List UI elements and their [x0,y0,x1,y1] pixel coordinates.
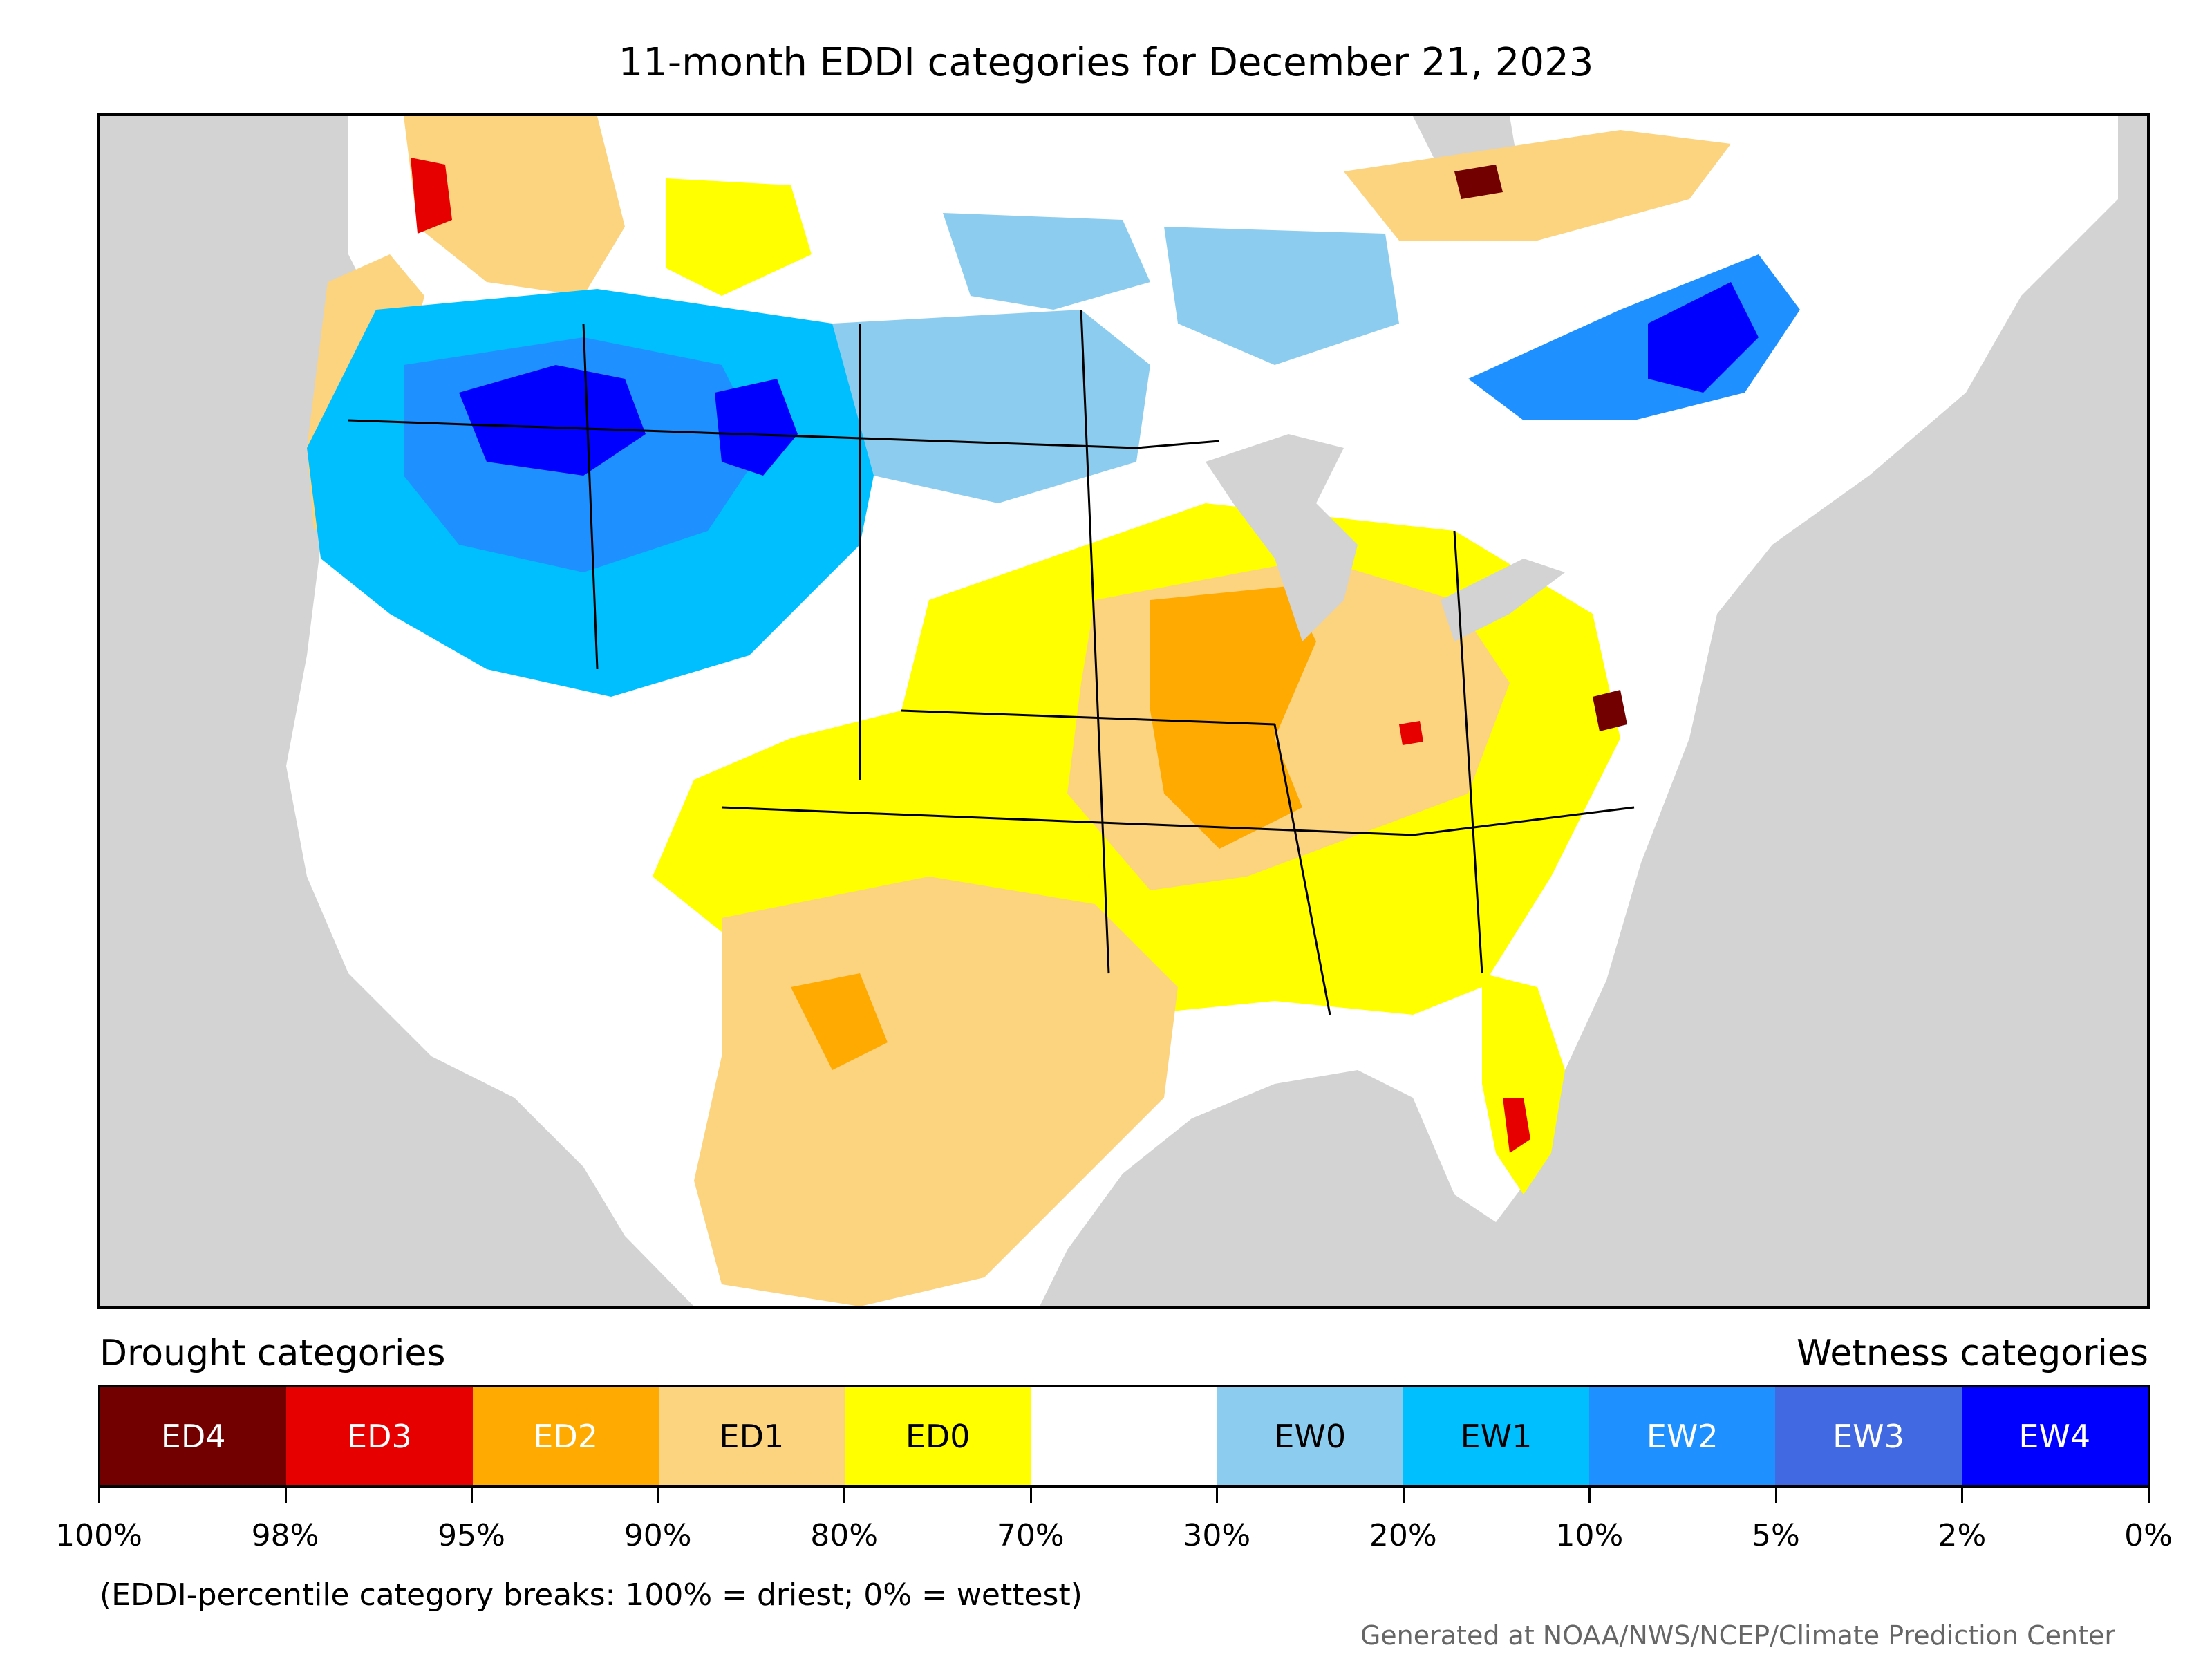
tick-label: 30% [1183,1518,1251,1553]
legend-cell-ew2: EW2 [1589,1387,1776,1485]
region-midwest-ed2 [1150,586,1316,849]
map-title: 11-month EDDI categories for December 21… [618,40,1594,85]
legend-cell-ed2: ED2 [472,1387,659,1485]
tick-label: 98% [251,1518,319,1553]
tick-label: 90% [624,1518,692,1553]
eddi-map [97,113,2150,1309]
tick-label: 100% [55,1518,142,1553]
tick-label: 70% [996,1518,1065,1553]
tick-label: 10% [1555,1518,1624,1553]
colorbar-tick [471,1488,474,1503]
region-wyoming-ew4 [715,379,798,476]
colorbar-tick [1029,1488,1032,1503]
legend-cell-ew3: EW3 [1775,1387,1962,1485]
region-ontario-ed4 [1454,165,1503,199]
credit-line: Generated at NOAA/NWS/NCEP/Climate Predi… [1360,1620,2115,1651]
colorbar-tick [843,1488,846,1503]
tick-label: 5% [1752,1518,1800,1553]
legend-cell-ed1: ED1 [658,1387,845,1485]
region-bc-drought [404,116,625,296]
region-ontario-north-ed1 [1344,130,1731,241]
drought-legend-title: Drought categories [100,1333,446,1374]
tick-label: 80% [810,1518,879,1553]
colorbar-tick [1774,1488,1777,1503]
legend-cell-ew0: EW0 [1217,1387,1403,1485]
category-colorbar: ED4 ED3 ED2 ED1 ED0 EW0 EW1 EW2 EW3 EW4 [98,1385,2150,1488]
legend-cell-ed3: ED3 [286,1387,473,1485]
legend-cell-ew4: EW4 [1961,1387,2148,1485]
legend-cell-ed0: ED0 [845,1387,1031,1485]
region-virginia-ed4 [1593,690,1627,731]
great-lakes [1206,434,1358,641]
colorbar-tick [98,1488,100,1503]
region-prairies-ew0 [943,213,1150,310]
region-kentucky-ed3 [1399,721,1423,745]
percentile-note: (EDDI-percentile category breaks: 100% =… [100,1577,1082,1613]
tick-label: 20% [1369,1518,1437,1553]
region-texas-ed2 [791,973,888,1070]
region-florida-ed3 [1503,1098,1530,1153]
colorbar-tick [1961,1488,1964,1503]
colorbar-tick [2148,1488,2150,1503]
region-bc-ed3 [411,158,452,234]
political-borders [348,309,1635,1015]
legend-cell-neutral [1031,1387,1217,1485]
region-quebec-ew4 [1648,282,1759,393]
tick-label: 2% [1938,1518,1987,1553]
tick-label: 0% [2124,1518,2173,1553]
wetness-legend-title: Wetness categories [1797,1333,2148,1374]
legend-cell-ed4: ED4 [100,1387,287,1485]
lake-erie-ontario [1441,559,1565,641]
map-canvas [286,116,2118,1306]
region-northern-plains-ew0 [832,310,1150,503]
region-southern-plains-ed1 [694,877,1178,1306]
tick-label: 95% [438,1518,505,1553]
region-ontario-ew0 [1164,227,1399,365]
colorbar-tick [284,1488,287,1503]
colorbar-tick [657,1488,659,1503]
colorbar-tick [1402,1488,1405,1503]
region-great-basin-ew4 [459,365,646,476]
colorbar-tick [1588,1488,1591,1503]
colorbar-ticks [98,1488,2150,1508]
region-florida-ed1 [1482,973,1565,1194]
colorbar-tick [1216,1488,1219,1503]
legend-cell-ew1: EW1 [1403,1387,1590,1485]
region-alberta-ed0 [666,178,812,296]
